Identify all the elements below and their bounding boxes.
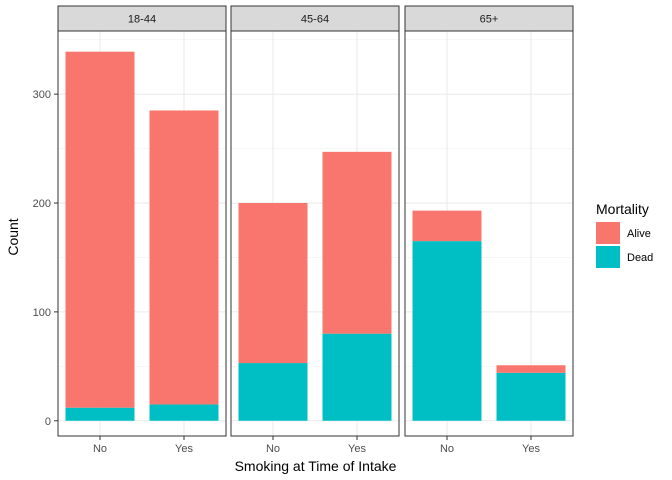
- facet-panel-1: 18-44 No Yes: [57, 5, 227, 455]
- legend-label-alive: Alive: [627, 228, 651, 240]
- bar-alive-no: [238, 203, 308, 364]
- legend-key-alive: [596, 222, 620, 244]
- y-tick-label: 0: [45, 416, 51, 428]
- legend-key-dead: [596, 246, 620, 268]
- facet-strip-label: 45-64: [301, 14, 329, 26]
- y-tick-label: 100: [33, 307, 51, 319]
- bar-dead-no: [65, 407, 135, 421]
- facet-panel-3: 65+ No Yes: [404, 5, 574, 455]
- x-tick-label: Yes: [348, 443, 366, 455]
- x-tick-label: No: [93, 443, 107, 455]
- facet-panels: 18-44 No Yes 45-64 No Yes 65+ No Yes: [57, 5, 574, 455]
- bar-dead-yes: [496, 372, 566, 421]
- facet-strip-label: 18-44: [128, 14, 156, 26]
- y-tick-label: 200: [33, 198, 51, 210]
- x-tick-label: No: [440, 443, 454, 455]
- panel-border: [404, 30, 574, 437]
- legend: Mortality Alive Dead: [596, 201, 653, 268]
- bar-alive-no: [412, 210, 482, 242]
- panel-border: [230, 30, 400, 437]
- x-axis-title: Smoking at Time of Intake: [235, 458, 397, 474]
- bar-alive-yes: [496, 365, 566, 373]
- bar-dead-yes: [149, 404, 219, 421]
- legend-title: Mortality: [596, 201, 649, 217]
- facet-strip: [57, 5, 227, 32]
- y-tick-label: 300: [33, 89, 51, 101]
- bar-alive-no: [65, 51, 135, 408]
- facet-panel-2: 45-64 No Yes: [230, 5, 400, 455]
- bar-dead-yes: [322, 333, 392, 421]
- x-tick-label: Yes: [175, 443, 193, 455]
- x-tick-label: No: [266, 443, 280, 455]
- y-axis-title: Count: [5, 218, 21, 255]
- panel-border: [57, 30, 227, 437]
- legend-label-dead: Dead: [627, 252, 653, 264]
- y-axis: 0 100 200 300: [33, 89, 58, 428]
- bar-alive-yes: [322, 151, 392, 334]
- bar-dead-no: [238, 363, 308, 421]
- facet-strip-label: 65+: [480, 14, 499, 26]
- bar-alive-yes: [149, 110, 219, 405]
- bar-dead-no: [412, 241, 482, 421]
- x-tick-label: Yes: [522, 443, 540, 455]
- facet-strip: [404, 5, 574, 32]
